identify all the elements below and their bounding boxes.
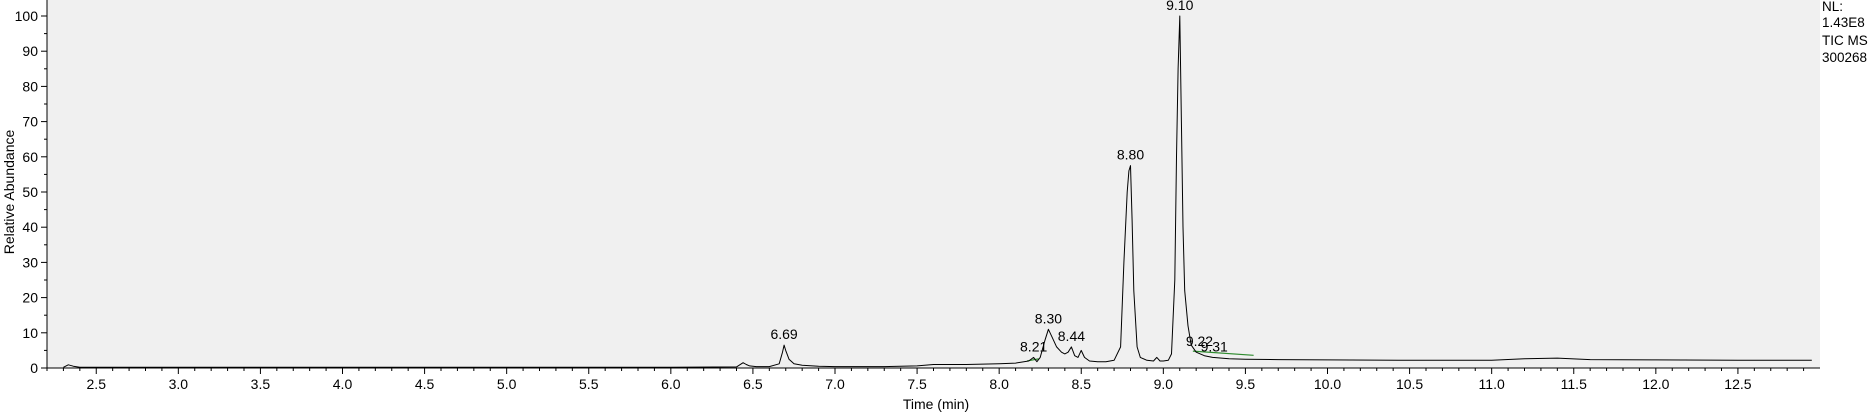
x-tick-label: 4.0	[333, 376, 353, 392]
x-tick-label: 10.5	[1396, 376, 1423, 392]
nl-value: 1.43E8	[1822, 15, 1865, 30]
x-tick-label: 7.0	[825, 376, 845, 392]
y-tick-label: 90	[22, 43, 38, 59]
y-tick-label: 60	[22, 149, 38, 165]
y-tick-label: 70	[22, 114, 38, 130]
x-tick-label: 11.5	[1561, 376, 1587, 392]
peak-label: 9.31	[1201, 338, 1228, 354]
y-tick-label: 50	[22, 184, 38, 200]
x-tick-label: 3.0	[169, 376, 189, 392]
nl-label: NL:	[1822, 0, 1843, 14]
x-tick-label: 3.5	[251, 376, 271, 392]
x-tick-label: 10.0	[1314, 376, 1341, 392]
x-tick-label: 7.5	[907, 376, 927, 392]
peak-label: 9.22	[1186, 333, 1213, 349]
y-tick-label: 0	[30, 360, 38, 376]
y-tick-label: 20	[22, 290, 38, 306]
tic-trace	[63, 15, 1812, 368]
chart-axes: 2.5 3.0 3.5 4.0 4.5 5.0 5.5 6.0 6.5 7.0 7.5 8.0 8.5 9…	[15, 0, 1820, 392]
plot-area	[47, 0, 1820, 368]
y-tick-label: 40	[22, 219, 38, 235]
y-tick-label: 30	[22, 254, 38, 270]
x-tick-label: 12.5	[1724, 376, 1751, 392]
integration-baseline	[1192, 350, 1254, 356]
peak-label: 8.21	[1020, 338, 1047, 354]
x-axis-title: Time (min)	[903, 396, 969, 412]
x-tick-label: 6.5	[743, 376, 763, 392]
peak-label: 8.44	[1058, 328, 1085, 344]
y-axis-title: Relative Abundance	[1, 130, 17, 255]
x-tick-label: 6.0	[661, 376, 681, 392]
scan-filter-label: TIC MS	[1822, 33, 1868, 48]
chart-marks	[63, 15, 1812, 368]
y-tick-label: 80	[22, 78, 38, 94]
x-tick-label: 12.0	[1642, 376, 1669, 392]
chart-labels: 6.69 8.21 8.30 8.44 8.80 9.10 9.229.31	[770, 0, 1228, 354]
x-tick-label: 9.0	[1154, 376, 1174, 392]
x-tick-label: 2.5	[87, 376, 107, 392]
x-tick-label: 4.5	[415, 376, 435, 392]
sample-id-label: 300268	[1822, 50, 1867, 65]
x-tick-label: 9.5	[1236, 376, 1256, 392]
x-tick-label: 5.0	[497, 376, 517, 392]
peak-label: 8.80	[1117, 147, 1144, 163]
x-tick-label: 5.5	[579, 376, 599, 392]
y-tick-label: 100	[15, 8, 39, 24]
x-tick-label: 11.0	[1479, 376, 1505, 392]
peak-label: 8.30	[1035, 310, 1062, 326]
peak-label: 9.10	[1166, 0, 1193, 13]
peak-label: 6.69	[770, 326, 797, 342]
x-tick-label: 8.5	[1072, 376, 1092, 392]
x-tick-label: 8.0	[989, 376, 1009, 392]
y-tick-label: 10	[22, 325, 38, 341]
